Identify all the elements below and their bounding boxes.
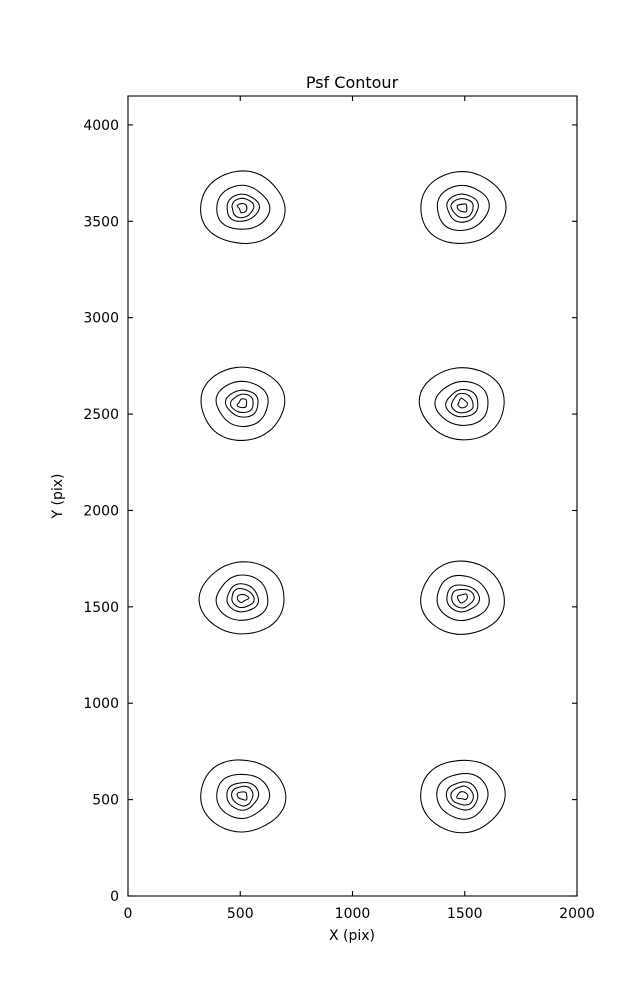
y-tick-label: 500 <box>92 793 119 809</box>
tick-labels: 0 500 1000 1500 2000 0 500 1000 1500 2000 2500 3000… <box>83 118 594 922</box>
contour-level-4 <box>451 588 475 609</box>
contour-level-2 <box>436 574 490 622</box>
y-tick-label: 2500 <box>83 407 119 423</box>
contour-level-2 <box>216 773 271 819</box>
contour-level-1 <box>200 759 287 833</box>
contour-level-3 <box>446 193 479 223</box>
contour-level-5 <box>456 593 468 604</box>
contour-level-2 <box>436 184 490 232</box>
y-tick-label: 1500 <box>83 600 119 616</box>
contour-level-4 <box>231 587 255 609</box>
contour-level-3 <box>445 781 479 811</box>
contour-cluster <box>420 171 507 244</box>
contour-level-5 <box>236 398 248 409</box>
contour-level-1 <box>200 170 286 245</box>
contour-cluster <box>200 366 286 441</box>
x-tick-label: 0 <box>124 906 133 922</box>
contour-level-5 <box>456 791 469 801</box>
y-tick-label: 3500 <box>83 214 119 230</box>
contour-level-1 <box>420 759 506 834</box>
y-tick-label: 4000 <box>83 118 119 134</box>
y-axis-label: Y (pix) <box>50 474 66 520</box>
contour-level-2 <box>215 574 269 621</box>
contour-level-2 <box>216 184 271 230</box>
contour-level-3 <box>226 193 261 222</box>
contour-level-2 <box>215 380 269 427</box>
axes-frame <box>127 95 578 897</box>
contour-level-3 <box>224 389 259 418</box>
axes-spines <box>127 95 578 897</box>
contour-level-2 <box>434 380 489 426</box>
contour-level-1 <box>418 367 505 441</box>
contour-level-4 <box>231 197 255 219</box>
contour-level-5 <box>236 791 248 801</box>
contour-level-5 <box>456 203 468 213</box>
contour-level-4 <box>230 393 254 414</box>
contour-series <box>198 170 507 834</box>
contour-level-4 <box>450 198 474 219</box>
contour-cluster <box>198 561 285 635</box>
contour-level-3 <box>226 583 260 613</box>
contour-level-3 <box>445 388 479 418</box>
contour-cluster <box>418 367 505 441</box>
contour-level-1 <box>200 366 286 441</box>
page-title: Psf Contour <box>306 73 399 92</box>
tick-marks <box>127 96 578 897</box>
contour-level-4 <box>231 785 254 807</box>
y-tick-label: 2000 <box>83 503 119 519</box>
contour-cluster <box>200 759 287 833</box>
contour-level-4 <box>450 785 474 806</box>
contour-level-1 <box>420 171 507 244</box>
y-tick-label: 3000 <box>83 311 119 327</box>
y-tick-label: 0 <box>110 889 119 905</box>
contour-level-4 <box>450 392 474 414</box>
contour-level-5 <box>457 397 469 409</box>
x-tick-label: 1000 <box>335 906 371 922</box>
x-axis-label: X (pix) <box>329 928 375 944</box>
contour-level-2 <box>436 772 489 820</box>
contour-level-3 <box>226 782 260 811</box>
x-tick-label: 2000 <box>559 906 595 922</box>
x-tick-label: 1500 <box>447 906 483 922</box>
contour-level-5 <box>236 203 248 214</box>
contour-cluster <box>420 560 505 635</box>
contour-level-5 <box>236 593 250 604</box>
contour-cluster <box>420 759 506 834</box>
contour-cluster <box>200 170 286 245</box>
y-tick-label: 1000 <box>83 696 119 712</box>
x-tick-label: 500 <box>227 906 254 922</box>
contour-level-1 <box>198 561 285 635</box>
contour-level-1 <box>420 560 505 635</box>
contour-level-3 <box>446 584 481 613</box>
